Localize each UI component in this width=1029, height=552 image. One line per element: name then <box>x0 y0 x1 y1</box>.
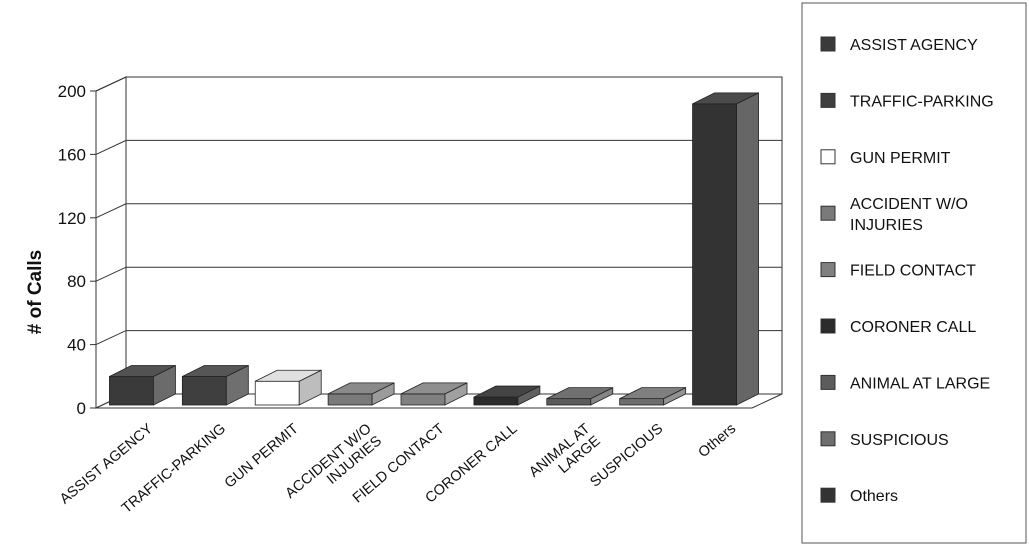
chart-walls <box>95 76 783 409</box>
y-tick-label: 80 <box>67 272 86 291</box>
legend-label: TRAFFIC-PARKING <box>850 93 994 110</box>
y-axis-label: # of Calls <box>25 250 46 334</box>
gridline <box>95 330 782 346</box>
bar-coroner-call <box>473 385 541 406</box>
bar-front <box>546 398 592 406</box>
legend-swatch <box>820 262 836 278</box>
bar-front <box>619 398 665 406</box>
legend-item: SUSPICIOUS <box>820 431 949 449</box>
legend-label: GUN PERMIT <box>850 150 951 167</box>
legend-swatch <box>820 92 836 108</box>
bar-top <box>182 365 249 377</box>
bar-top <box>400 382 468 395</box>
bar-gun-permit <box>254 369 322 406</box>
legend-item: TRAFFIC-PARKING <box>820 92 994 110</box>
legend-item: ACCIDENT W/O INJURIES <box>820 196 968 234</box>
legend-swatch <box>820 205 836 221</box>
gridline <box>95 203 782 219</box>
legend-label: SUSPICIOUS <box>850 432 949 449</box>
bar-field-contact <box>400 382 468 406</box>
bar-top <box>619 387 686 400</box>
y-tick-label: 200 <box>58 82 86 101</box>
bar-front <box>692 103 737 406</box>
bar-assist-agency <box>109 364 176 406</box>
gridline <box>95 266 782 282</box>
gridline <box>95 76 782 92</box>
y-tick-label: 0 <box>77 399 86 418</box>
legend-item: FIELD CONTACT <box>820 262 976 280</box>
legend-swatch <box>820 318 836 334</box>
x-tick-label: GUN PERMIT <box>222 421 302 492</box>
bar-front <box>181 376 227 406</box>
legend: ASSIST AGENCY TRAFFIC-PARKING GUN PERMIT AC… <box>801 2 1027 544</box>
legend-swatch <box>820 431 836 447</box>
x-tick-label: Others <box>696 421 740 461</box>
legend-item: ANIMAL AT LARGE <box>820 374 990 392</box>
y-tick-label: 120 <box>58 209 86 228</box>
legend-label: Others <box>850 488 898 505</box>
bar-top <box>327 382 395 395</box>
bar-suspicious <box>619 387 687 406</box>
legend-label: ANIMAL AT LARGE <box>850 375 990 392</box>
gridlines <box>90 76 782 409</box>
y-tick-label: 160 <box>58 145 86 164</box>
bar-others <box>692 92 759 406</box>
bar-front <box>254 380 300 406</box>
bar-top <box>473 385 541 398</box>
bar-top <box>546 387 613 400</box>
legend-item: Others <box>820 487 898 505</box>
bar-front <box>473 396 519 406</box>
y-tick-label: 40 <box>67 336 86 355</box>
bar-front <box>109 376 154 406</box>
legend-label: ACCIDENT W/O INJURIES <box>850 196 968 234</box>
bar-front <box>327 393 373 406</box>
legend-swatch <box>820 374 836 390</box>
bar-accident-w-o-injuries <box>327 382 395 406</box>
bar-traffic-parking <box>181 364 249 406</box>
legend-box <box>801 2 1027 544</box>
legend-label: ASSIST AGENCY <box>850 37 978 54</box>
bar-side <box>736 92 759 406</box>
bar-front <box>400 393 446 406</box>
back-wall <box>125 76 783 395</box>
legend-swatch <box>820 149 836 165</box>
gridline <box>95 139 782 155</box>
legend-item: ASSIST AGENCY <box>820 36 978 54</box>
bar-top <box>255 369 322 382</box>
bar-animal-at-large <box>546 387 614 406</box>
bars <box>109 92 759 406</box>
bar-top <box>109 365 176 377</box>
legend-label: FIELD CONTACT <box>850 263 976 280</box>
legend-label: CORONER CALL <box>850 319 976 336</box>
side-wall <box>95 76 127 409</box>
x-tick-label: SUSPICIOUS <box>587 421 666 491</box>
bar-top <box>692 92 759 105</box>
legend-item: CORONER CALL <box>820 318 976 336</box>
legend-item: GUN PERMIT <box>820 149 951 167</box>
legend-swatch <box>820 487 836 503</box>
y-tick-labels: 0 40 80 120 160 200 <box>58 82 86 418</box>
legend-swatch <box>820 36 836 52</box>
